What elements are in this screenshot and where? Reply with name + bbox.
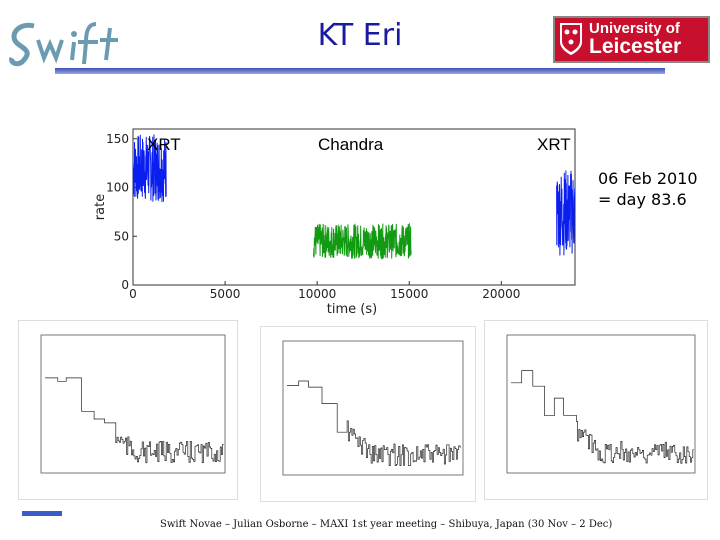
y-tick-label: 150 (106, 132, 129, 146)
spectrum-trace (45, 377, 224, 464)
segment-label-xrt-2: XRT (537, 135, 571, 154)
y-tick-label: 0 (121, 278, 129, 292)
segment-label-xrt-1: XRT (147, 135, 181, 154)
series-xrt-0 (132, 134, 167, 203)
x-tick-label: 5000 (210, 287, 241, 301)
spectrum-trace (287, 380, 462, 466)
x-tick-label: 20000 (482, 287, 520, 301)
date-annotation: 06 Feb 2010 = day 83.6 (598, 168, 698, 210)
page-title: KT Eri (317, 18, 403, 53)
logo-text-line1: University of (589, 20, 680, 37)
power-spectrum-panel-2 (260, 326, 476, 502)
plot-frame (132, 128, 576, 286)
footer-accent (22, 511, 62, 516)
crest-icon (560, 23, 582, 55)
spectrum-trace (511, 370, 694, 464)
spectrum-frame (40, 334, 226, 474)
power-spectrum-panel-3 (484, 320, 708, 500)
spectrum-frame (506, 334, 696, 474)
title-divider (55, 68, 665, 74)
segment-label-chandra: Chandra (318, 135, 384, 154)
series-xrt-2 (556, 170, 576, 256)
x-tick-label: 10000 (298, 287, 336, 301)
y-tick-label: 100 (106, 181, 129, 195)
date-line: 06 Feb 2010 (598, 169, 698, 188)
x-axis-label: time (s) (327, 302, 377, 317)
footer-text: Swift Novae – Julian Osborne – MAXI 1st … (160, 519, 613, 530)
y-axis-label: rate (93, 194, 108, 220)
series-chandra-1 (313, 222, 412, 260)
university-logo: University of Leicester (553, 16, 710, 63)
swift-logo (4, 12, 132, 70)
x-tick-label: 0 (129, 287, 137, 301)
day-line: = day 83.6 (598, 190, 687, 209)
spectrum-frame (282, 340, 464, 476)
y-tick-label: 50 (114, 229, 129, 243)
power-spectrum-panel-1 (18, 320, 238, 500)
light-curve-chart: 0 5000 10000 15000 20000 0 50 100 150 time (s) r… (93, 128, 576, 317)
logo-text-line2: Leicester (589, 35, 682, 58)
x-tick-label: 15000 (390, 287, 428, 301)
